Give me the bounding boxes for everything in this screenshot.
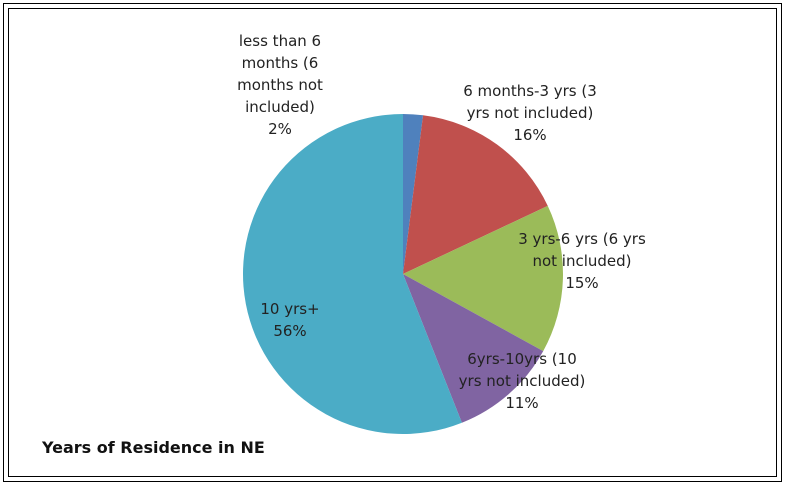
value-label: 15% [565,274,599,292]
slice-label: 10 yrs+ 56% [235,298,345,342]
pie-slice [403,115,548,274]
chart-title: Years of Residence in NE [42,438,265,457]
frame [8,8,777,477]
slice-label: 3 yrs-6 yrs (6 yrs not included) 15% [517,228,647,294]
value-label: 16% [513,126,547,144]
value-label: 56% [273,322,307,340]
slice-label: 6yrs-10yrs (10 yrs not included) 11% [457,348,587,414]
frame [3,3,782,482]
value-label: 2% [268,120,292,138]
category-label: 3 yrs-6 yrs (6 yrs not included) [518,230,646,270]
pie-slice [403,114,424,274]
pie-slice [403,205,563,352]
slice-label: less than 6 months (6 months not include… [220,30,340,140]
category-label: 6 months-3 yrs (3 yrs not included) [463,82,597,122]
category-label: 10 yrs+ [260,300,320,318]
slice-label: 6 months-3 yrs (3 yrs not included) 16% [455,80,605,146]
category-label: less than 6 months (6 months not include… [237,32,323,116]
category-label: 6yrs-10yrs (10 yrs not included) [458,350,586,390]
pie-slice [403,274,544,423]
pie-slice [243,114,462,435]
value-label: 11% [505,394,539,412]
